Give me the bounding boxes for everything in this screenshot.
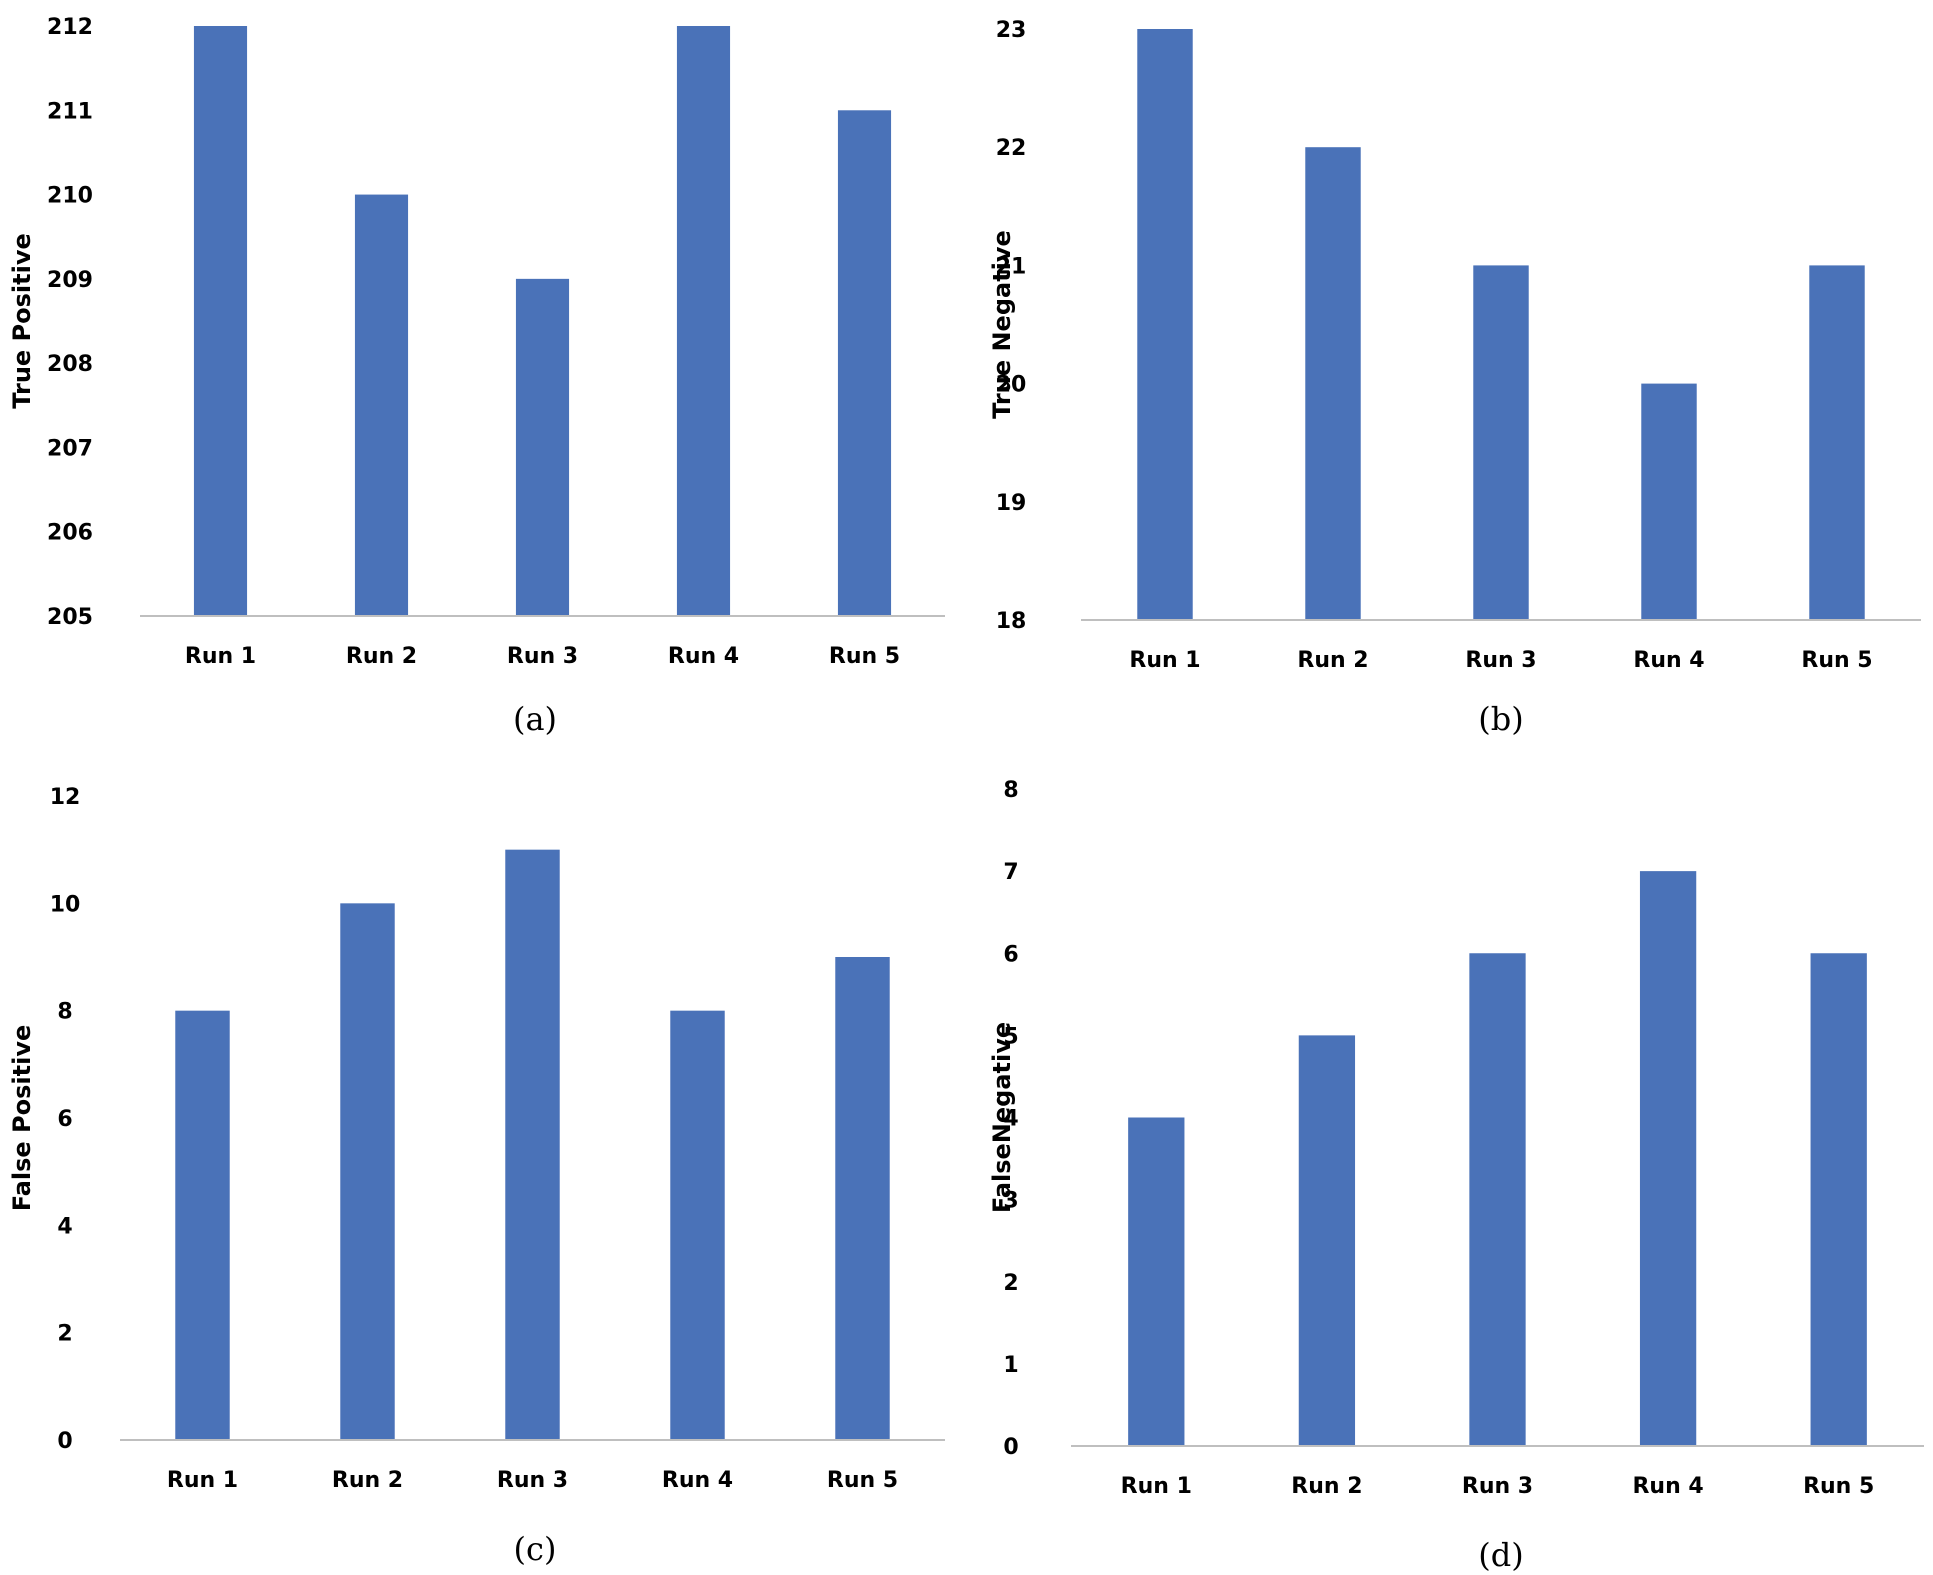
- bar: [670, 1010, 725, 1440]
- y-tick-label: 4: [57, 1214, 72, 1239]
- x-tick-label: Run 4: [668, 644, 739, 669]
- x-tick-label: Run 4: [662, 1468, 733, 1493]
- y-tick-label: 19: [996, 491, 1027, 516]
- x-tick-label: Run 2: [332, 1468, 403, 1493]
- x-tick-label: Run 2: [346, 644, 417, 669]
- chart-panel-b: 18 19 20 21 22 23 True Negative Run 1 Run 2 Run 3…: [966, 0, 1933, 740]
- x-tick-label: Run 4: [1633, 648, 1704, 673]
- y-axis-title: True Negative: [988, 230, 1016, 419]
- bar-chart-true-negative: 18 19 20 21 22 23 True Negative Run 1 Run 2 Run 3…: [988, 18, 1921, 738]
- y-tick-label: 7: [1003, 860, 1018, 885]
- y-tick-label: 8: [57, 1000, 72, 1025]
- y-tick-label: 5: [1003, 1024, 1018, 1049]
- chart-panel-d: 0 1 2 3 4 5 6 7 8 FalseNegative Run 1 Run 2 Run 3 Run…: [966, 760, 1933, 1575]
- bar: [1469, 953, 1526, 1446]
- y-tick-label: 209: [47, 268, 93, 293]
- y-tick-label: 6: [57, 1107, 72, 1132]
- y-tick-label: 205: [47, 605, 93, 630]
- bar: [515, 278, 570, 616]
- bar: [1473, 265, 1529, 620]
- bar: [1641, 383, 1697, 620]
- y-tick-label: 2: [1003, 1271, 1018, 1296]
- panel-caption: (b): [1478, 700, 1523, 738]
- x-tick-label: Run 3: [1462, 1474, 1533, 1499]
- bar: [835, 957, 890, 1440]
- y-tick-label: 10: [50, 892, 81, 917]
- y-tick-label: 3: [1003, 1189, 1018, 1214]
- y-tick-label: 211: [47, 99, 93, 124]
- x-tick-label: Run 1: [1129, 648, 1200, 673]
- y-tick-label: 208: [47, 352, 93, 377]
- x-tick-label: Run 1: [167, 1468, 238, 1493]
- y-tick-label: 18: [996, 609, 1027, 634]
- bar: [1810, 953, 1867, 1446]
- bar: [1128, 1117, 1185, 1446]
- bar: [505, 849, 560, 1440]
- x-tick-label: Run 4: [1632, 1474, 1703, 1499]
- panel-caption: (d): [1478, 1536, 1523, 1574]
- y-tick-label: 0: [1003, 1435, 1018, 1460]
- x-tick-label: Run 1: [1121, 1474, 1192, 1499]
- bar: [340, 903, 395, 1440]
- bar: [676, 26, 731, 616]
- x-tick-label: Run 3: [507, 644, 578, 669]
- panel-caption: (c): [514, 1530, 557, 1568]
- x-tick-label: Run 2: [1291, 1474, 1362, 1499]
- bar-chart-false-negative: 0 1 2 3 4 5 6 7 8 FalseNegative Run 1 Run 2 Run 3 Run…: [988, 778, 1924, 1574]
- y-tick-label: 20: [996, 373, 1027, 398]
- y-axis-title: True Positive: [8, 233, 36, 409]
- bar: [1639, 871, 1697, 1446]
- chart-panel-c: 0 2 4 6 8 10 12 False Positive Run 1 Run 2 Run 3 Ru…: [0, 760, 966, 1575]
- y-tick-label: 210: [47, 184, 93, 209]
- y-tick-label: 21: [996, 254, 1027, 279]
- x-tick-label: Run 1: [185, 644, 256, 669]
- chart-panel-a: 205 206 207 208 209 210 211 212 True Positive Run…: [0, 0, 966, 740]
- bar-chart-true-positive: 205 206 207 208 209 210 211 212 True Positive Run…: [8, 15, 945, 738]
- y-axis-title: False Positive: [8, 1025, 36, 1212]
- x-tick-label: Run 3: [497, 1468, 568, 1493]
- bar: [1305, 147, 1361, 620]
- bar: [354, 194, 409, 617]
- y-tick-label: 207: [47, 436, 93, 461]
- y-tick-label: 212: [47, 15, 93, 40]
- y-tick-label: 0: [57, 1429, 72, 1454]
- y-tick-label: 4: [1003, 1107, 1018, 1132]
- y-tick-label: 1: [1003, 1353, 1018, 1378]
- y-tick-label: 12: [50, 785, 81, 810]
- y-tick-label: 23: [996, 18, 1027, 43]
- bar: [193, 26, 248, 616]
- x-tick-label: Run 2: [1297, 648, 1368, 673]
- y-tick-label: 2: [57, 1322, 72, 1347]
- bar: [1137, 29, 1193, 620]
- y-tick-label: 8: [1003, 778, 1018, 803]
- y-axis-title: FalseNegative: [988, 1022, 1016, 1213]
- x-tick-label: Run 5: [1801, 648, 1872, 673]
- x-tick-label: Run 5: [829, 644, 900, 669]
- x-tick-label: Run 3: [1465, 648, 1536, 673]
- bar: [1298, 1035, 1356, 1446]
- panel-caption: (a): [513, 700, 557, 738]
- x-tick-label: Run 5: [1803, 1474, 1874, 1499]
- y-tick-label: 22: [996, 136, 1027, 161]
- bar: [837, 110, 892, 617]
- bar: [175, 1010, 230, 1440]
- x-tick-label: Run 5: [827, 1468, 898, 1493]
- y-tick-label: 206: [47, 521, 93, 546]
- bar: [1809, 265, 1865, 620]
- y-tick-label: 6: [1003, 942, 1018, 967]
- bar-chart-false-positive: 0 2 4 6 8 10 12 False Positive Run 1 Run 2 Run 3 Ru…: [8, 785, 945, 1568]
